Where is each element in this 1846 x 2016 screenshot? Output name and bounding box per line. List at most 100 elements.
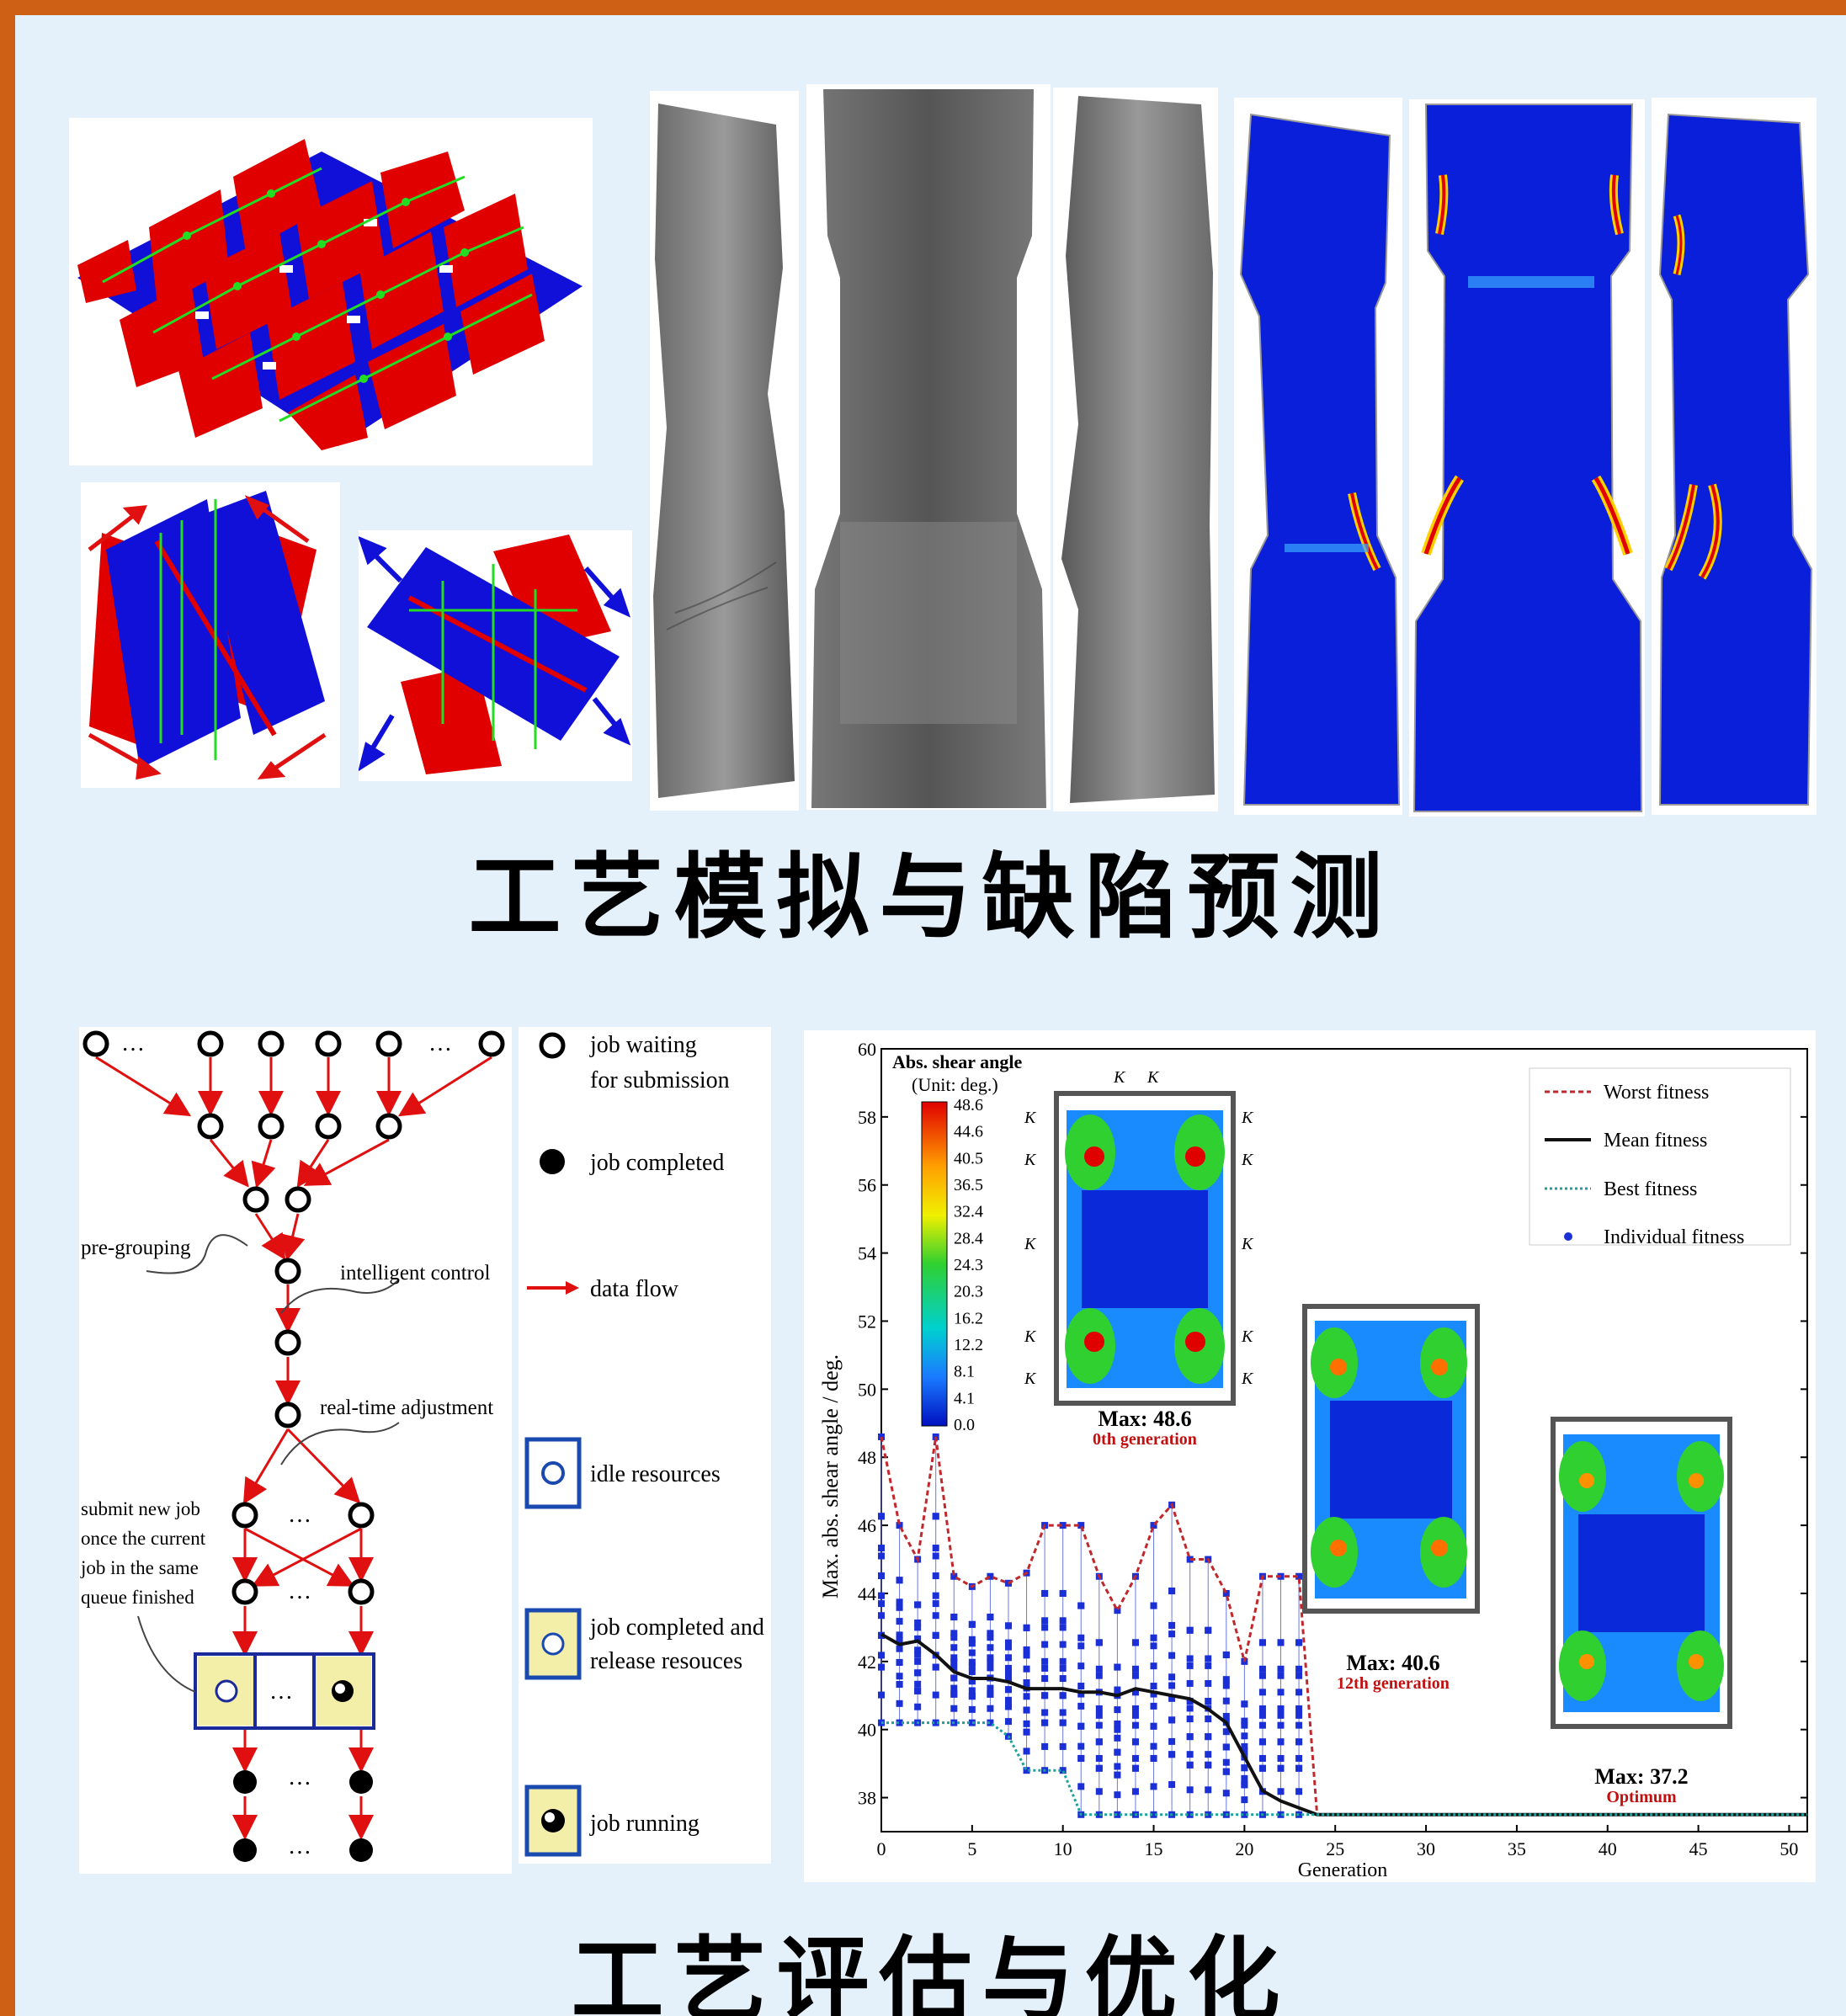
individual-point bbox=[968, 1649, 976, 1657]
individual-point bbox=[932, 1592, 939, 1599]
individual-point bbox=[914, 1703, 922, 1710]
individual-point bbox=[1114, 1791, 1121, 1799]
x-tick-label-5: 25 bbox=[1326, 1838, 1344, 1859]
individual-point bbox=[1295, 1639, 1303, 1646]
y-tick-label-9: 56 bbox=[858, 1175, 876, 1196]
individual-point bbox=[968, 1687, 976, 1694]
individual-point bbox=[1059, 1742, 1067, 1750]
individual-point bbox=[1041, 1664, 1049, 1672]
individual-point bbox=[1295, 1711, 1303, 1719]
individual-point bbox=[1041, 1675, 1049, 1683]
individual-point bbox=[1258, 1665, 1266, 1673]
series-line-2 bbox=[881, 1721, 1807, 1817]
individual-point bbox=[1023, 1624, 1030, 1631]
individual-point bbox=[932, 1600, 939, 1608]
individual-point bbox=[1114, 1720, 1121, 1727]
individual-point bbox=[1077, 1642, 1085, 1650]
individual-point bbox=[1095, 1754, 1103, 1762]
individual-point bbox=[1131, 1665, 1139, 1673]
individual-point bbox=[1258, 1711, 1266, 1719]
individual-point bbox=[1168, 1682, 1176, 1689]
individual-point bbox=[950, 1644, 958, 1652]
heading-evaluation-optimization: 工艺评估与优化 bbox=[571, 1926, 1290, 2016]
individual-point bbox=[968, 1678, 976, 1685]
individual-point bbox=[1041, 1589, 1049, 1597]
individual-point bbox=[1004, 1643, 1012, 1651]
individual-point bbox=[914, 1601, 922, 1609]
individual-point bbox=[914, 1646, 922, 1654]
individual-point bbox=[968, 1719, 976, 1726]
y-tick-label-2: 42 bbox=[858, 1652, 876, 1673]
individual-point bbox=[1168, 1673, 1176, 1681]
individual-point bbox=[1186, 1811, 1194, 1818]
individual-point bbox=[1041, 1657, 1049, 1665]
ellipsis-row-1: … bbox=[288, 1502, 311, 1528]
individual-point bbox=[1059, 1641, 1067, 1648]
individual-point bbox=[1095, 1788, 1103, 1795]
individual-point bbox=[1277, 1764, 1285, 1772]
x-tick-label-7: 35 bbox=[1508, 1838, 1526, 1859]
individual-point bbox=[1222, 1697, 1230, 1705]
individual-point bbox=[1150, 1522, 1157, 1529]
individual-point bbox=[968, 1662, 976, 1670]
y-axis-label: Max. abs. shear angle / deg. bbox=[818, 1354, 843, 1598]
fea-shear-result-center bbox=[1409, 99, 1645, 817]
individual-point bbox=[1222, 1768, 1230, 1775]
colorbar-label-12: 0.0 bbox=[954, 1416, 975, 1434]
y-tick-label-5: 48 bbox=[858, 1447, 876, 1468]
individual-point bbox=[1205, 1655, 1212, 1662]
individual-point bbox=[1150, 1634, 1157, 1641]
individual-point bbox=[1277, 1665, 1285, 1673]
individual-point bbox=[1222, 1682, 1230, 1689]
individual-point bbox=[1150, 1662, 1157, 1670]
individual-point bbox=[1004, 1686, 1012, 1694]
individual-point bbox=[1023, 1652, 1030, 1659]
individual-point bbox=[1114, 1748, 1121, 1756]
colorbar-label-1: 44.6 bbox=[954, 1123, 983, 1141]
individual-point bbox=[950, 1674, 958, 1682]
individual-point bbox=[1114, 1663, 1121, 1671]
individual-point bbox=[914, 1620, 922, 1626]
individual-point bbox=[1131, 1721, 1139, 1729]
individual-point bbox=[1277, 1754, 1285, 1762]
x-tick-label-1: 5 bbox=[967, 1838, 976, 1859]
individual-point bbox=[896, 1631, 903, 1639]
waiting-job-icon bbox=[539, 1032, 566, 1059]
individual-point bbox=[1095, 1665, 1103, 1673]
individual-point bbox=[1205, 1626, 1212, 1634]
individual-point bbox=[1131, 1738, 1139, 1746]
individual-point bbox=[950, 1684, 958, 1692]
individual-point bbox=[1241, 1774, 1248, 1782]
colorbar-label-9: 12.2 bbox=[954, 1336, 983, 1354]
individual-point bbox=[932, 1719, 939, 1726]
inset-12th-label: 12th generation bbox=[1337, 1674, 1450, 1693]
individual-point bbox=[1150, 1702, 1157, 1710]
colorbar-label-2: 40.5 bbox=[954, 1149, 983, 1168]
colorbar-label-3: 36.5 bbox=[954, 1176, 983, 1194]
colorbar-label-8: 16.2 bbox=[954, 1309, 983, 1327]
individual-point bbox=[1059, 1675, 1067, 1683]
individual-point bbox=[1023, 1747, 1030, 1755]
colorbar-label-10: 8.1 bbox=[954, 1363, 975, 1381]
released-resource-icon bbox=[541, 1632, 565, 1656]
individual-point bbox=[1023, 1678, 1030, 1686]
individual-point bbox=[1277, 1639, 1285, 1646]
individual-point bbox=[1205, 1811, 1212, 1818]
individual-point bbox=[987, 1690, 994, 1698]
individual-point bbox=[1131, 1672, 1139, 1679]
inset-optimum bbox=[1551, 1417, 1732, 1729]
individual-point bbox=[1131, 1711, 1139, 1719]
individual-point bbox=[1077, 1683, 1085, 1690]
individual-point bbox=[1077, 1662, 1085, 1670]
individual-point bbox=[932, 1513, 939, 1520]
individual-point bbox=[950, 1690, 958, 1698]
individual-point bbox=[1241, 1764, 1248, 1772]
individual-point bbox=[1186, 1662, 1194, 1669]
individual-point bbox=[968, 1705, 976, 1713]
individual-point bbox=[1205, 1662, 1212, 1669]
individual-point bbox=[987, 1654, 994, 1662]
annotation-submit-line4: queue finished bbox=[81, 1587, 194, 1608]
individual-point bbox=[1041, 1624, 1049, 1631]
individual-point bbox=[1168, 1781, 1176, 1789]
